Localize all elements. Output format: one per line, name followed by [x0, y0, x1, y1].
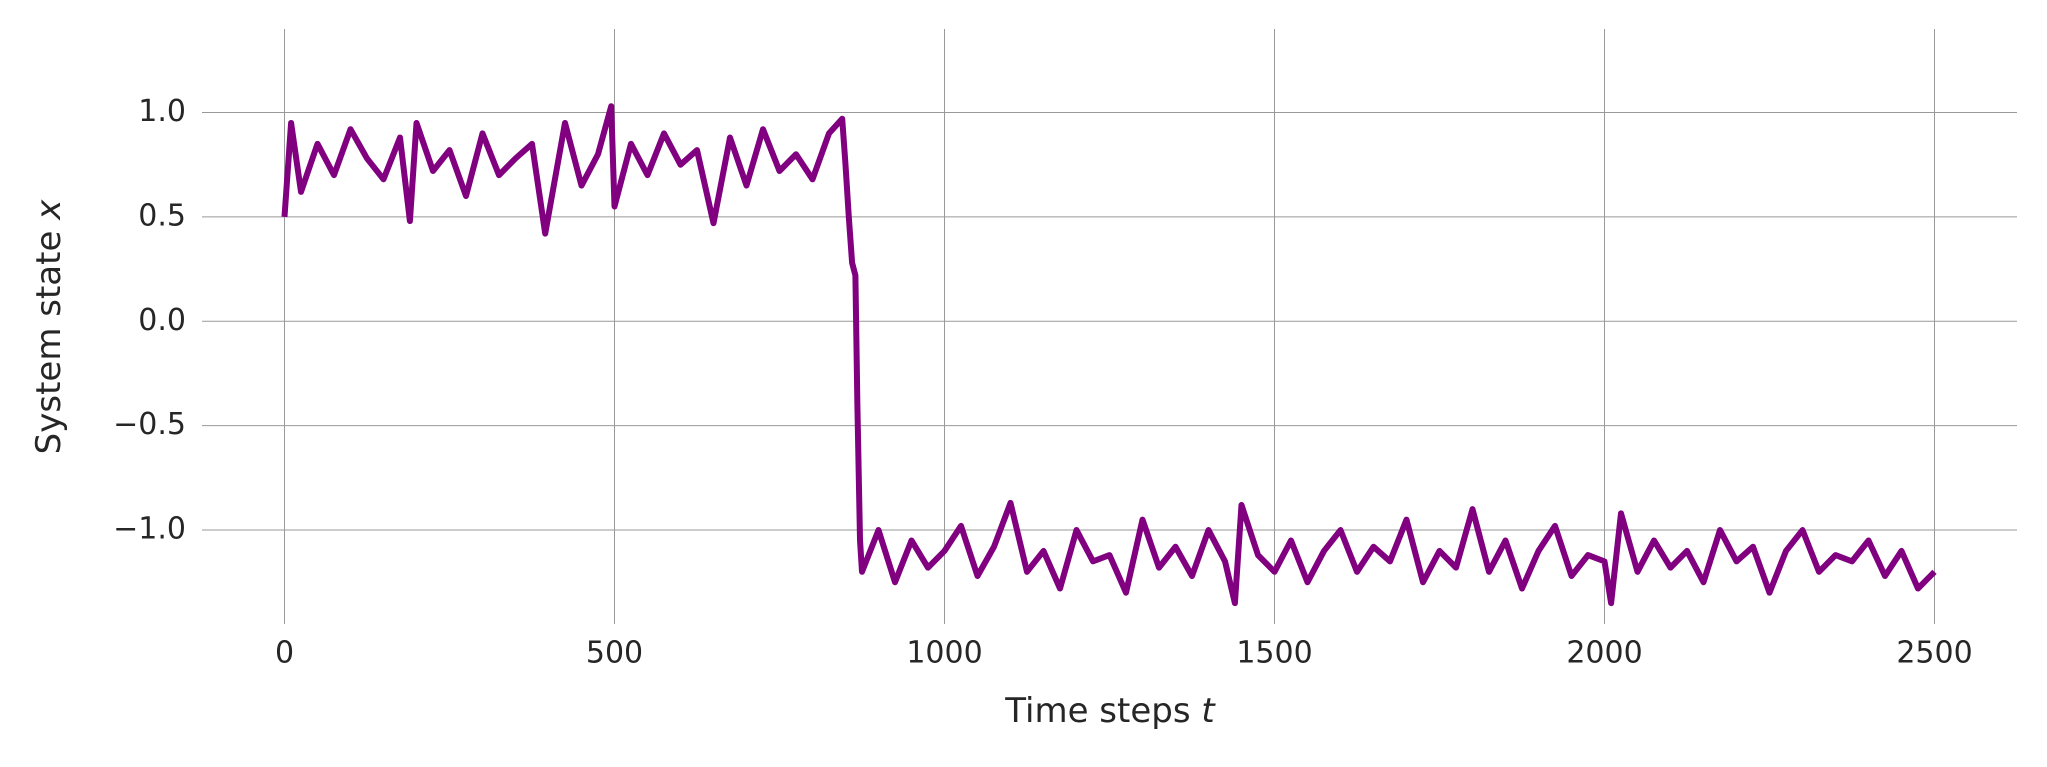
y-tick-label: 0.5 — [138, 198, 186, 233]
x-tick-label: 1000 — [906, 636, 982, 671]
x-tick-label: 500 — [586, 636, 643, 671]
y-tick-label: 1.0 — [138, 94, 186, 129]
x-tick-label: 1500 — [1236, 636, 1312, 671]
y-axis-label-var: x — [29, 199, 69, 221]
x-axis-label-text: Time steps — [1004, 691, 1190, 731]
x-tick-label: 2000 — [1566, 636, 1642, 671]
y-axis-label: System state x — [29, 199, 69, 455]
line — [281, 103, 1937, 607]
y-axis-label-text: System state — [29, 231, 69, 455]
x-tick-label: 2500 — [1896, 636, 1972, 671]
x-axis-label-var: t — [1201, 691, 1216, 731]
y-tick-label: −1.0 — [113, 512, 186, 547]
y-tick-label: −0.5 — [113, 407, 186, 442]
y-tick-label: 0.0 — [138, 303, 186, 338]
x-axis-label: Time steps t — [1004, 691, 1216, 731]
x-tick-label: 0 — [275, 636, 294, 671]
